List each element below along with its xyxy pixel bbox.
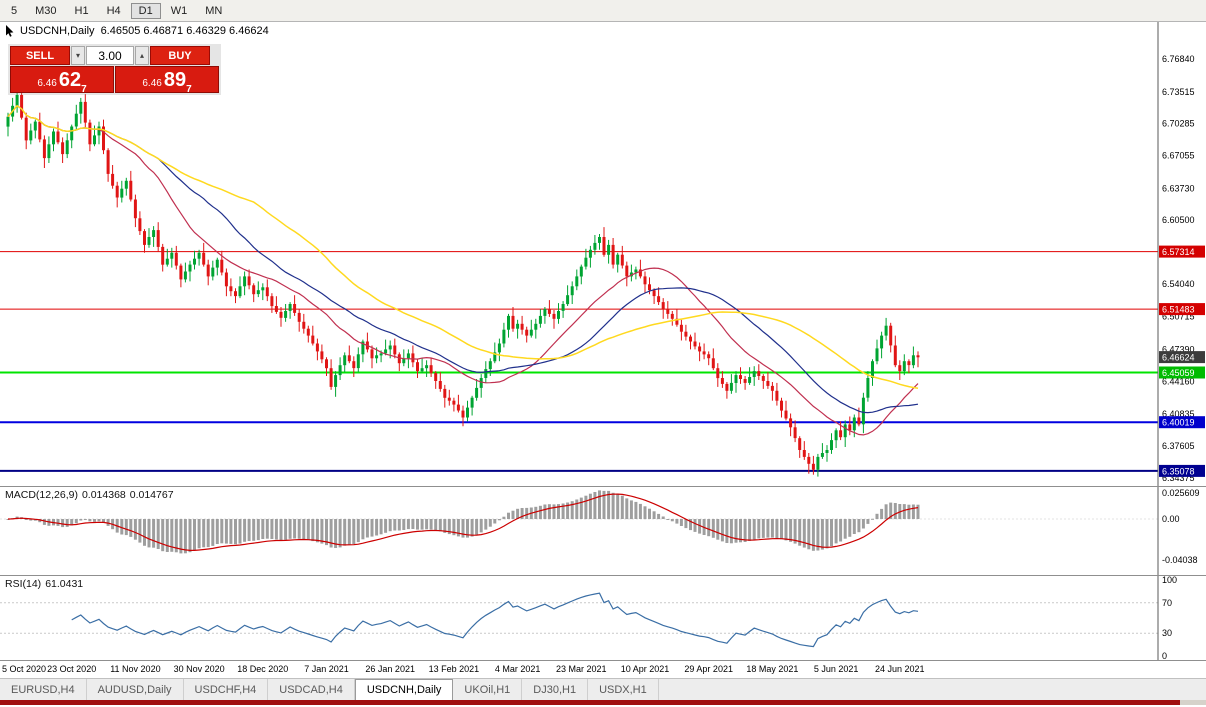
chart-ohlc-header: USDCNH,Daily 6.46505 6.46871 6.46329 6.4… [5,25,269,37]
chart-tab-eurusd-h4[interactable]: EURUSD,H4 [0,679,87,700]
volume-decrease-button[interactable]: ▾ [71,46,85,65]
date-axis-label: 10 Apr 2021 [620,664,670,674]
timeframe-button-h1[interactable]: H1 [67,3,97,19]
timeframe-button-w1[interactable]: W1 [163,3,196,19]
date-axis-label: 29 Apr 2021 [684,664,733,674]
svg-text:30: 30 [1162,628,1172,638]
chart-tab-usdchf-h4[interactable]: USDCHF,H4 [184,679,269,700]
svg-text:6.34375: 6.34375 [1162,473,1195,483]
svg-text:6.35078: 6.35078 [1162,466,1195,476]
macd-value-main: 0.014368 [81,489,126,501]
date-axis-label: 18 May 2021 [746,664,799,674]
timeframe-button-mn[interactable]: MN [197,3,230,19]
macd-title: MACD(12,26,9) [5,489,78,501]
svg-text:6.76840: 6.76840 [1162,54,1195,64]
svg-text:6.46624: 6.46624 [1162,353,1195,363]
svg-text:6.50715: 6.50715 [1162,312,1195,322]
price-chart[interactable]: 6.76840 6.73515 6.70285 6.67055 6.63730 6.605… [0,22,1206,486]
buy-price-small: 6.46 [142,78,162,89]
macd-chart[interactable]: 0.025609 0.00 -0.04038 [0,487,1206,575]
volume-increase-button[interactable]: ▴ [135,46,149,65]
svg-text:6.54040: 6.54040 [1162,279,1195,289]
date-axis-label: 26 Jan 2021 [365,664,415,674]
timeframe-button-d1[interactable]: D1 [130,2,161,19]
chart-tab-usdcnh-daily[interactable]: USDCNH,Daily [354,679,454,700]
date-axis-label: 23 Oct 2020 [47,664,97,674]
chart-tabs-bar: EURUSD,H4 AUDUSD,Daily USDCHF,H4 USDCAD,H4 U… [0,678,1206,700]
chevron-down-icon: ▾ [75,51,80,60]
svg-text:0: 0 [1162,651,1167,660]
svg-text:-0.04038: -0.04038 [1162,555,1198,565]
svg-text:6.51483: 6.51483 [1162,305,1195,315]
buy-price-big: 89 [163,69,187,91]
svg-text:70: 70 [1162,598,1172,608]
date-axis-label: 7 Jan 2021 [304,664,349,674]
svg-text:6.63730: 6.63730 [1162,183,1195,193]
svg-text:6.73515: 6.73515 [1162,87,1195,97]
chart-tab-usdx-h1[interactable]: USDX,H1 [588,679,659,700]
svg-text:6.40019: 6.40019 [1162,418,1195,428]
date-axis-label: 18 Dec 2020 [237,664,289,674]
buy-price-display[interactable]: 6.46 89 7 [115,66,219,95]
date-axis-label: 4 Mar 2021 [494,664,541,674]
svg-text:6.67055: 6.67055 [1162,151,1195,161]
svg-text:6.40835: 6.40835 [1162,409,1195,419]
chevron-up-icon: ▴ [139,51,144,60]
chart-symbol-label: USDCNH,Daily [20,25,95,37]
horizontal-scrollbar[interactable] [0,700,1206,705]
date-axis-label: 11 Nov 2020 [110,664,161,674]
date-axis-label: 5 Oct 2020 [2,664,47,674]
buy-price-superscript: 7 [186,84,192,95]
date-axis: 5 Oct 2020 23 Oct 2020 11 Nov 2020 30 Nov 2… [0,660,1206,678]
sell-price-superscript: 7 [81,84,87,95]
rsi-chart[interactable]: 100 70 30 0 [0,576,1206,660]
date-axis-label: 30 Nov 2020 [173,664,225,674]
cursor-icon [5,25,14,37]
svg-text:6.44160: 6.44160 [1162,376,1195,386]
timeframe-button-h4[interactable]: H4 [99,3,129,19]
sell-price-big: 62 [58,69,82,91]
macd-value-signal: 0.014767 [129,489,174,501]
svg-text:6.47390: 6.47390 [1162,345,1195,355]
chart-tab-audusd-daily[interactable]: AUDUSD,Daily [87,679,184,700]
svg-text:6.57314: 6.57314 [1162,247,1195,257]
date-axis-label: 5 Jun 2021 [813,664,859,674]
rsi-label: RSI(14) 61.0431 [5,578,83,590]
timeframe-button-5[interactable]: 5 [3,3,25,19]
date-axis-label: 13 Feb 2021 [428,664,480,674]
svg-text:6.37605: 6.37605 [1162,441,1195,451]
date-axis-label: 23 Mar 2021 [556,664,607,674]
scrollbar-thumb[interactable] [0,700,1180,705]
chart-tab-ukoil-h1[interactable]: UKOil,H1 [453,679,523,700]
chart-ohlc-values: 6.46505 6.46871 6.46329 6.46624 [100,25,269,37]
trade-prices-row: 6.46 62 7 6.46 89 7 [10,66,219,95]
svg-text:100: 100 [1162,576,1177,585]
rsi-title: RSI(14) [5,578,42,590]
sell-price-small: 6.46 [37,78,57,89]
trade-controls-row: SELL ▾ ▴ BUY [10,46,219,65]
main-chart-panel: 6.76840 6.73515 6.70285 6.67055 6.63730 6.605… [0,22,1206,486]
svg-text:0.025609: 0.025609 [1162,488,1200,498]
sell-button[interactable]: SELL [10,46,70,65]
svg-text:6.45059: 6.45059 [1162,368,1195,378]
macd-label: MACD(12,26,9) 0.014368 0.014767 [5,489,174,501]
volume-input[interactable] [86,46,134,65]
buy-button[interactable]: BUY [150,46,210,65]
timeframe-button-m30[interactable]: M30 [27,3,64,19]
macd-panel: 0.025609 0.00 -0.04038 MACD(12,26,9) 0.0143… [0,486,1206,575]
chart-tab-dj30-h1[interactable]: DJ30,H1 [522,679,589,700]
sell-price-display[interactable]: 6.46 62 7 [10,66,114,95]
rsi-value: 61.0431 [45,578,84,590]
date-axis-label: 24 Jun 2021 [875,664,925,674]
rsi-panel: 100 70 30 0 RSI(14) 61.0431 [0,575,1206,660]
svg-text:6.70285: 6.70285 [1162,119,1195,129]
svg-text:0.00: 0.00 [1162,514,1180,524]
chart-tab-usdcad-h4[interactable]: USDCAD,H4 [268,679,355,700]
timeframe-toolbar: 5 M30 H1 H4 D1 W1 MN [0,0,1206,22]
svg-text:6.60500: 6.60500 [1162,215,1195,225]
